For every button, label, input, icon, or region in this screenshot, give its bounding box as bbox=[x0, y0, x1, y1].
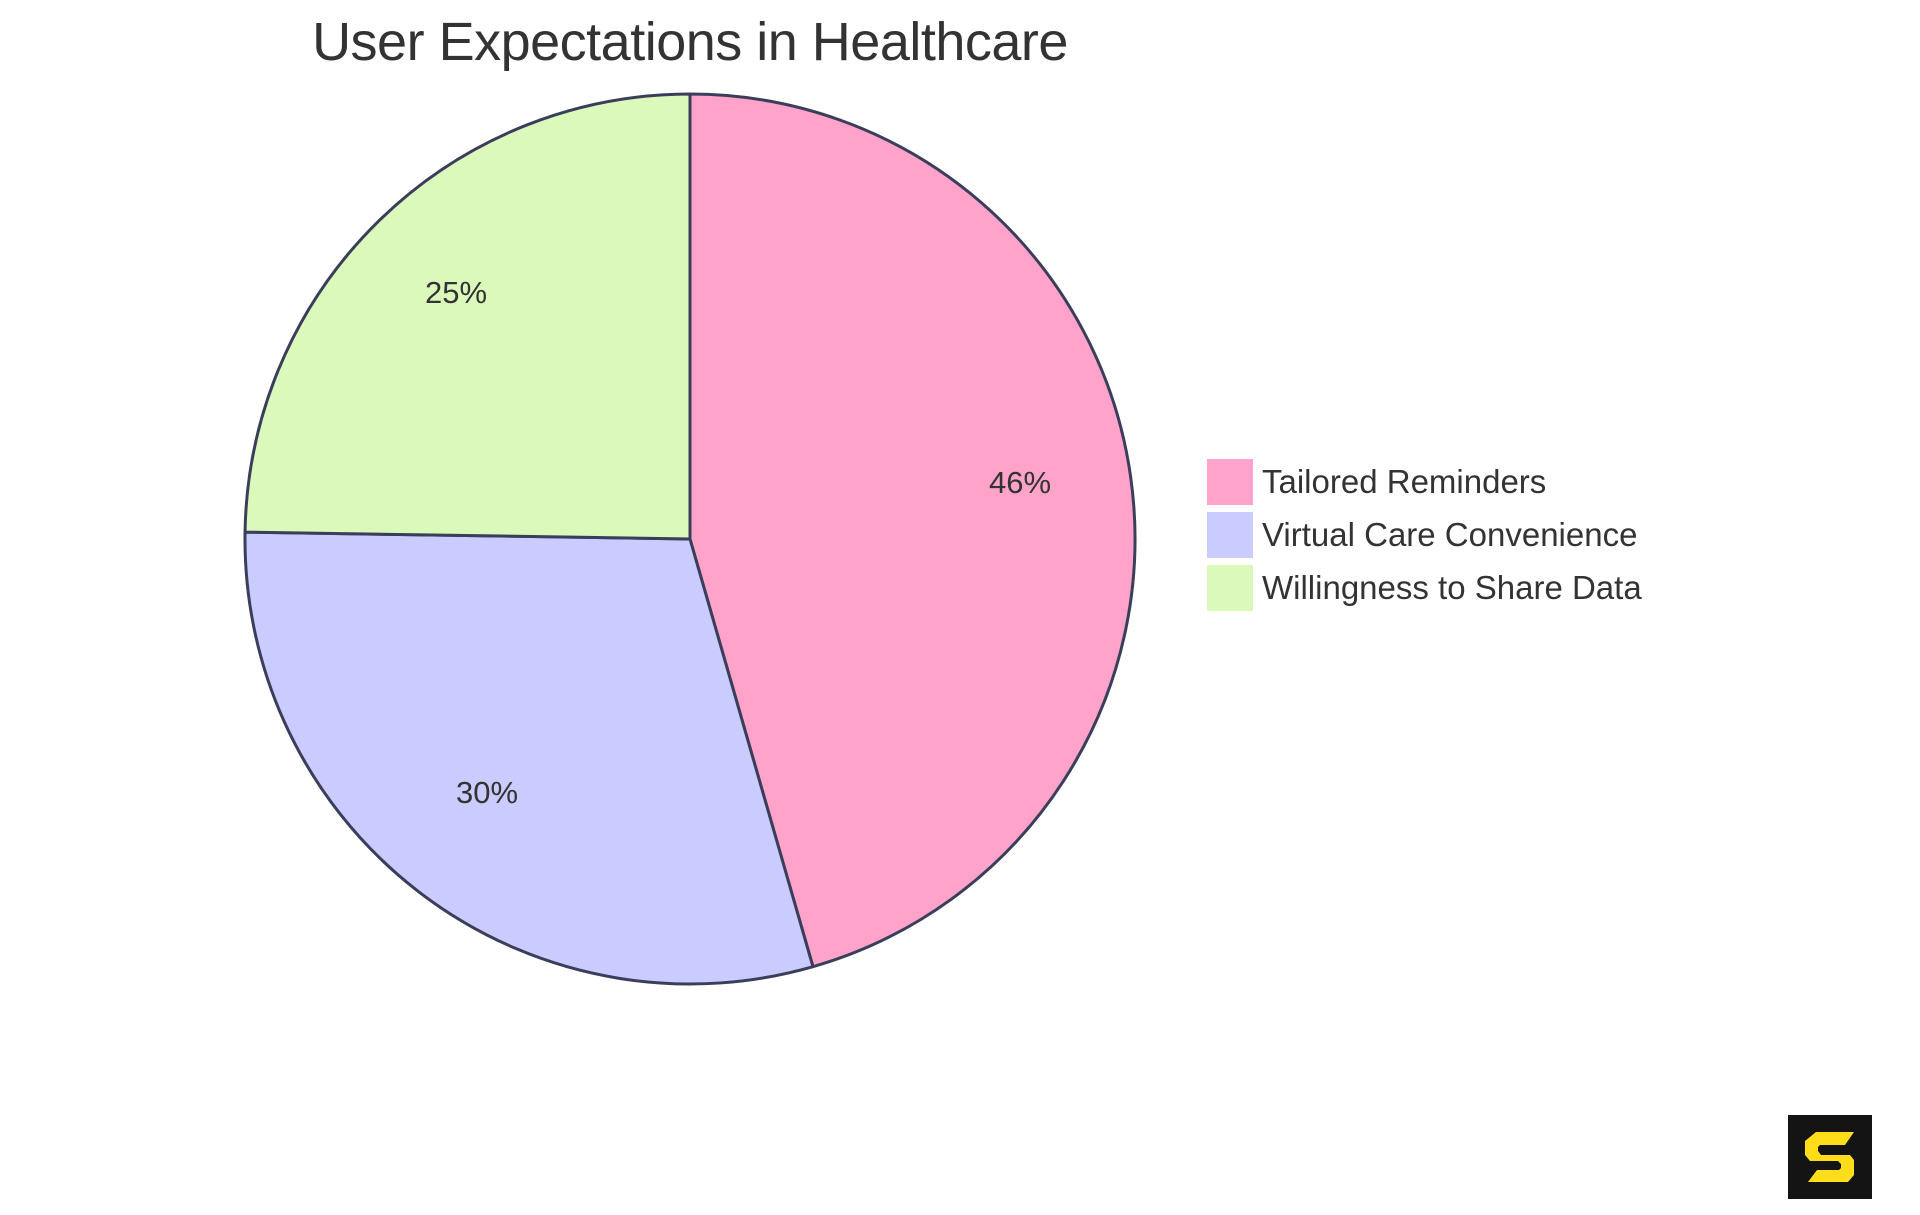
legend-item-willingness-to-share-data: Willingness to Share Data bbox=[1207, 565, 1642, 611]
pie-slice-virtual-care-convenience bbox=[243, 530, 815, 986]
legend-swatch-green bbox=[1207, 565, 1253, 611]
legend-swatch-pink bbox=[1207, 459, 1253, 505]
legend: Tailored Reminders Virtual Care Convenie… bbox=[1207, 459, 1642, 618]
legend-label: Willingness to Share Data bbox=[1262, 569, 1642, 606]
legend-item-tailored-reminders: Tailored Reminders bbox=[1207, 459, 1642, 505]
slice-label-willingness-to-share-data: 25% bbox=[425, 275, 487, 310]
brand-logo bbox=[1788, 1115, 1872, 1199]
s-logo-icon bbox=[1805, 1132, 1854, 1182]
chart-title: User Expectations in Healthcare bbox=[312, 12, 1068, 72]
pie-slices bbox=[243, 92, 1137, 986]
pie-slice-tailored-reminders bbox=[688, 92, 1137, 969]
legend-label: Tailored Reminders bbox=[1262, 463, 1547, 500]
legend-item-virtual-care-convenience: Virtual Care Convenience bbox=[1207, 512, 1642, 558]
pie-slice-willingness-to-share-data bbox=[243, 92, 692, 541]
slice-label-virtual-care-convenience: 30% bbox=[456, 775, 518, 810]
legend-label: Virtual Care Convenience bbox=[1262, 516, 1638, 553]
slice-label-tailored-reminders: 46% bbox=[989, 465, 1051, 500]
legend-swatch-purple bbox=[1207, 512, 1253, 558]
